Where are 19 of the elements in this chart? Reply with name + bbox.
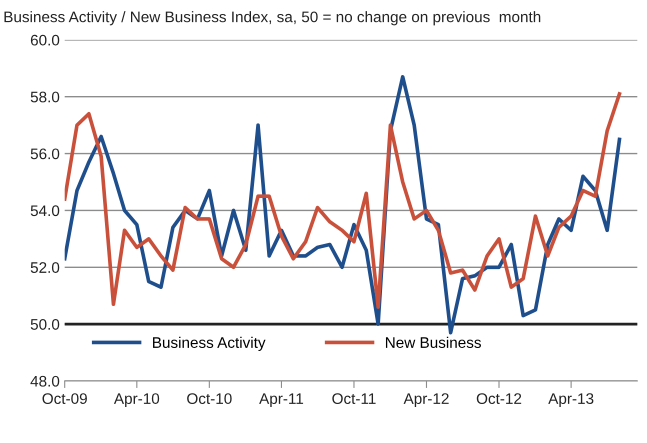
x-tick-label: Apr-13 bbox=[548, 393, 594, 408]
y-tick-label: 52.0 bbox=[30, 262, 60, 273]
x-tick-label: Oct-12 bbox=[476, 393, 522, 404]
x-tick-label: Apr-12 bbox=[404, 393, 449, 408]
y-tick-label: 60.0 bbox=[30, 34, 60, 46]
legend-label: New Business bbox=[386, 336, 481, 348]
legend-label: Business Activity bbox=[153, 336, 266, 351]
x-tick-label: Oct-09 bbox=[42, 393, 87, 404]
y-tick-label: 50.0 bbox=[30, 318, 60, 330]
x-tick-label: Apr-10 bbox=[114, 393, 160, 408]
x-tick-label: Oct-10 bbox=[187, 393, 232, 404]
y-tick-label: 58.0 bbox=[30, 92, 60, 102]
x-tick-label: Oct-11 bbox=[332, 393, 376, 404]
x-tick-label: Apr-11 bbox=[259, 393, 304, 408]
y-tick-label: 56.0 bbox=[30, 148, 60, 160]
chart-title: Business Activity / New Business Index, sa, 50 = no change on previous month bbox=[4, 11, 540, 26]
line-series bbox=[64, 92, 622, 309]
y-tick-label: 48.0 bbox=[30, 376, 60, 387]
y-tick-label: 54.0 bbox=[30, 205, 60, 216]
